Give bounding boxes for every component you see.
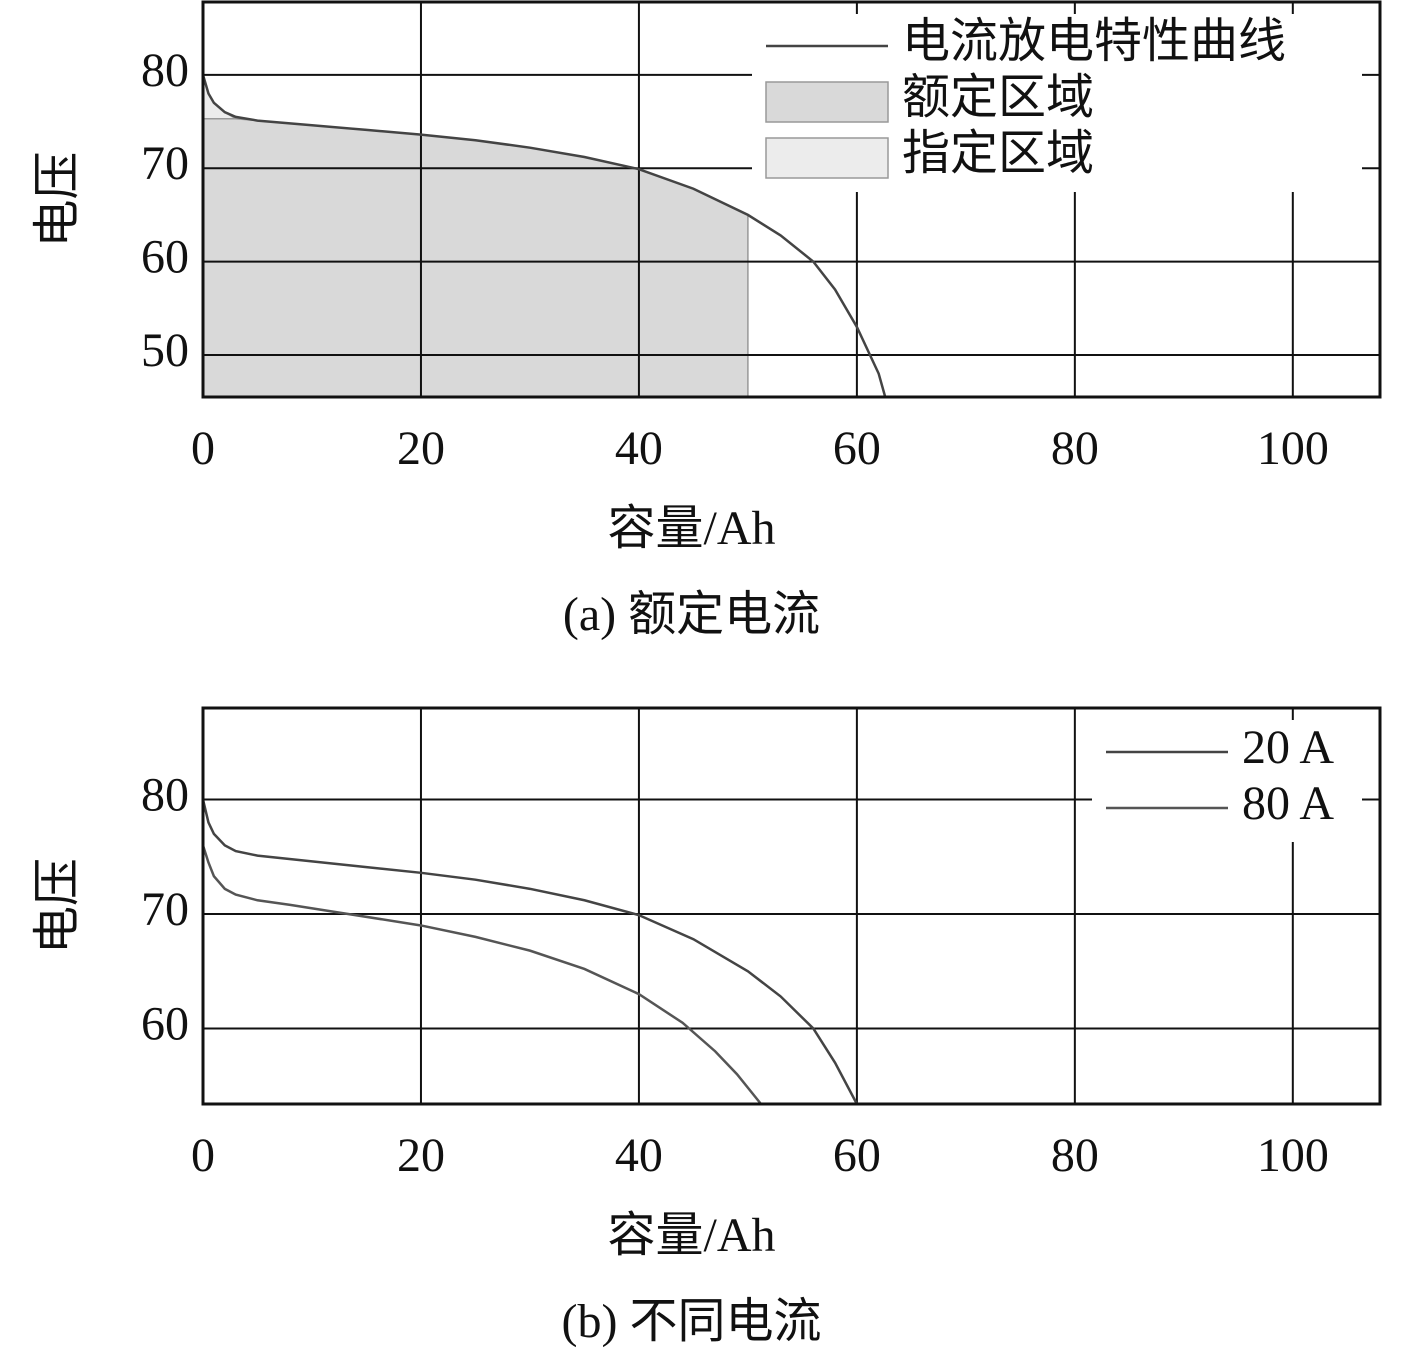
- x-tick-label: 80: [1051, 1129, 1099, 1182]
- line: [201, 74, 887, 398]
- x-tick-label: 100: [1257, 422, 1329, 475]
- legend-label: 电流放电特性曲线: [902, 15, 1286, 68]
- y-tick-label: 60: [141, 231, 189, 284]
- y-tick-label: 50: [141, 324, 189, 377]
- legend-box: [1092, 720, 1362, 842]
- plot-frame: [201, 0, 1382, 399]
- y-axis-label: 电压: [31, 151, 84, 247]
- y-tick-label: 70: [141, 883, 189, 936]
- caption: (a) 额定电流: [563, 588, 820, 641]
- x-tick-label: 20: [397, 422, 445, 475]
- x-tick-label: 20: [397, 1129, 445, 1182]
- y-tick-label: 60: [141, 997, 189, 1050]
- y-tick-label: 80: [141, 769, 189, 822]
- x-tick-label: 80: [1051, 422, 1099, 475]
- x-tick-label: 60: [833, 1129, 881, 1182]
- legend-label: 额定区域: [902, 71, 1094, 124]
- line: [201, 799, 858, 1105]
- legend-swatch: [765, 137, 889, 179]
- x-tick-label: 40: [615, 422, 663, 475]
- x-tick-label: 0: [191, 422, 215, 475]
- x-axis-label: 容量/Ah: [607, 502, 775, 555]
- y-axis-label: 电压: [31, 858, 84, 954]
- x-axis-label: 容量/Ah: [607, 1209, 775, 1262]
- plot-frame: [201, 706, 1382, 1106]
- legend-label: 20 A: [1242, 721, 1334, 774]
- y-tick-label: 80: [141, 44, 189, 97]
- x-tick-label: 100: [1257, 1129, 1329, 1182]
- legend-label: 指定区域: [902, 127, 1094, 180]
- x-tick-label: 40: [615, 1129, 663, 1182]
- legend-label: 80 A: [1242, 777, 1334, 830]
- x-tick-label: 60: [833, 422, 881, 475]
- line: [201, 844, 762, 1105]
- caption: (b) 不同电流: [562, 1295, 822, 1348]
- x-tick-label: 0: [191, 1129, 215, 1182]
- y-tick-label: 70: [141, 137, 189, 190]
- legend-swatch: [765, 81, 889, 123]
